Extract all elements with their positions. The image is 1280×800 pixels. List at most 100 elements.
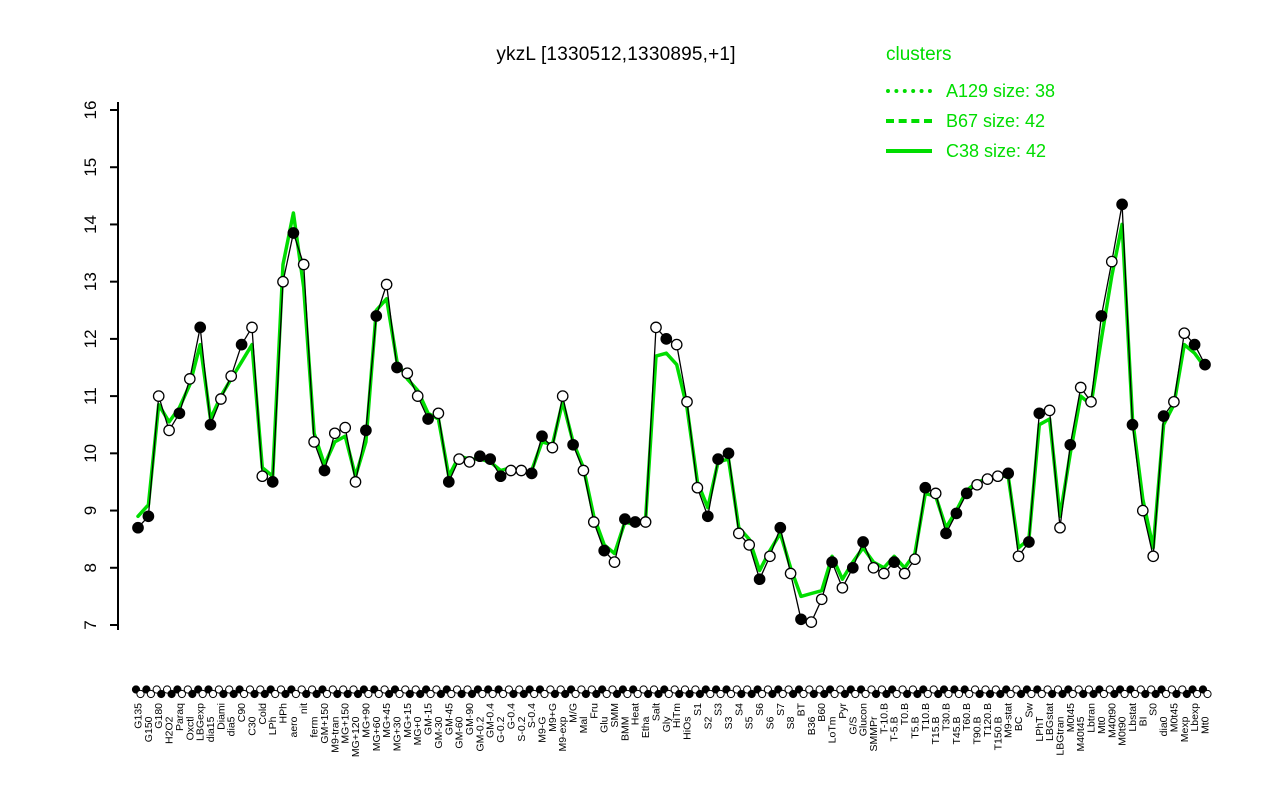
sample-rug — [131, 685, 1212, 699]
rug-point — [644, 689, 653, 699]
data-point — [225, 370, 238, 382]
data-point — [297, 258, 310, 271]
rug-point — [561, 689, 570, 699]
x-category-label: T90.B — [972, 717, 984, 745]
x-category-label: MG+30 — [392, 716, 404, 751]
data-point — [857, 536, 869, 548]
rug-point — [1016, 689, 1026, 699]
x-category-label: LBGtran — [1055, 716, 1067, 755]
rug-point — [861, 689, 870, 699]
x-category-label: GM-0.2 — [474, 716, 486, 751]
rug-point — [364, 689, 373, 699]
rug-point — [540, 689, 549, 699]
rug-point — [271, 689, 280, 699]
data-point — [1074, 381, 1087, 394]
data-point — [650, 321, 662, 334]
rug-point — [322, 689, 332, 699]
data-point — [670, 338, 683, 351]
y-tick-label: 15 — [81, 158, 100, 177]
y-tick-label: 11 — [81, 387, 100, 405]
x-category-label: Fru — [588, 703, 600, 719]
data-point — [152, 390, 165, 402]
data-point — [339, 421, 352, 434]
x-category-label: aero — [288, 716, 300, 737]
rug-point — [240, 689, 249, 699]
rug-point — [136, 689, 145, 699]
data-point — [929, 487, 942, 500]
data-point — [660, 333, 673, 345]
x-category-label: G/S — [847, 717, 859, 735]
data-point — [525, 467, 538, 480]
data-point — [556, 390, 569, 402]
x-category-label: M0t90 — [1117, 716, 1129, 745]
data-point — [619, 513, 631, 525]
data-point — [370, 310, 383, 322]
data-point — [1147, 550, 1160, 563]
data-point — [349, 476, 362, 488]
rug-point — [333, 689, 342, 699]
rug-point — [405, 689, 414, 699]
rug-point — [1182, 689, 1191, 699]
x-category-label: M9-exp — [557, 716, 569, 751]
data-point — [391, 361, 403, 374]
rug-point — [695, 689, 705, 699]
legend-item-c38: C38 size: 42 — [886, 136, 1055, 166]
rug-point — [219, 689, 228, 699]
x-category-label: BMM — [619, 717, 631, 742]
rug-point — [426, 689, 435, 699]
x-category-label: MG+90 — [360, 703, 372, 738]
x-category-label: Pyr — [837, 702, 849, 718]
x-category-label: T30.B — [941, 703, 953, 731]
rug-point — [571, 689, 580, 699]
data-point — [577, 464, 590, 477]
data-point — [1188, 338, 1201, 351]
rug-point — [830, 689, 839, 699]
data-point — [981, 473, 994, 485]
legend-title: clusters — [886, 44, 952, 65]
dashed-line-icon — [886, 119, 932, 123]
rug-point — [954, 689, 964, 699]
x-category-label: S6 — [764, 716, 776, 729]
x-category-label: B36 — [806, 716, 818, 735]
x-category-label: GM-90 — [464, 703, 476, 735]
rug-point — [1027, 689, 1036, 699]
rug-point — [1079, 689, 1088, 699]
x-category-label: GM-30 — [433, 716, 445, 748]
x-category-label: SMM — [609, 703, 621, 728]
data-point — [1064, 438, 1077, 451]
x-category-label: ferm — [309, 716, 321, 737]
x-category-label: M9-stat — [1003, 703, 1015, 738]
rug-point — [208, 689, 218, 699]
data-point — [795, 613, 807, 626]
data-point — [867, 561, 880, 574]
data-point — [360, 424, 372, 437]
data-point — [888, 556, 901, 568]
x-category-label: GM-45 — [443, 703, 455, 735]
rug-point — [716, 689, 725, 699]
data-point — [815, 593, 828, 606]
x-category-label: MG+120 — [350, 716, 362, 757]
x-category-label: LBGstat — [1044, 703, 1056, 741]
data-point — [266, 476, 279, 488]
rug-point — [623, 689, 632, 699]
x-category-label: S1 — [692, 703, 704, 716]
data-point — [1023, 536, 1035, 548]
x-category-label: Mal — [578, 717, 590, 734]
rug-point — [1120, 689, 1129, 699]
x-category-label: LPhT — [1034, 716, 1046, 742]
data-point — [235, 338, 248, 351]
rug-point — [509, 689, 518, 699]
data-point — [277, 275, 289, 288]
cluster-mean-line — [136, 211, 1207, 599]
x-category-label: S-0.4 — [526, 703, 538, 728]
y-tick-label: 7 — [81, 620, 100, 629]
x-category-label: Oxctl — [184, 717, 196, 741]
data-point — [536, 430, 548, 443]
x-category-label: Heat — [630, 703, 642, 725]
data-point — [380, 278, 393, 291]
data-point — [328, 427, 341, 440]
data-point — [722, 447, 735, 460]
data-point — [422, 413, 434, 425]
data-points — [132, 198, 1211, 628]
